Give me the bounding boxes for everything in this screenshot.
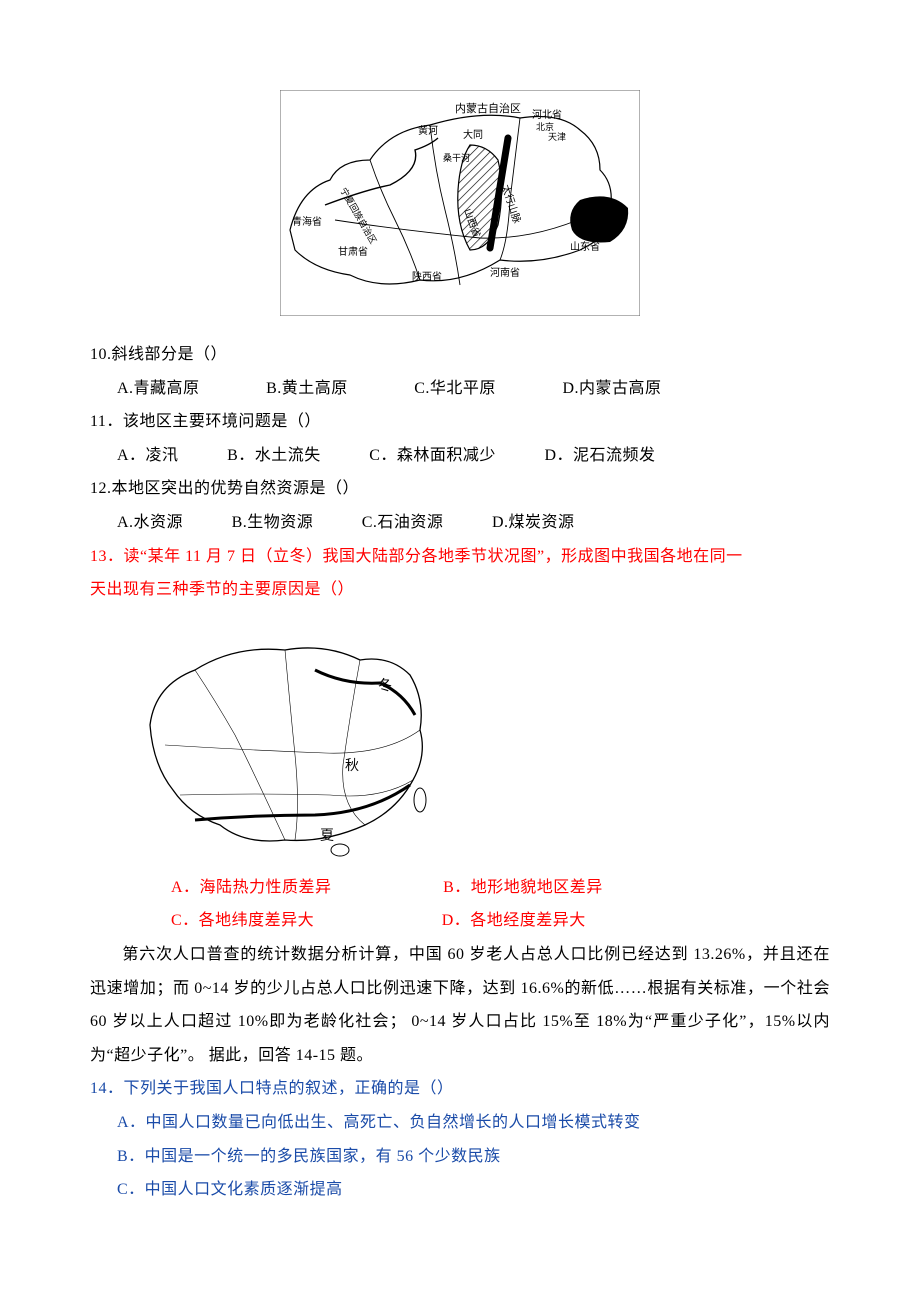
- q11-opt-d: D．泥石流频发: [544, 439, 655, 473]
- q13-stem-line2: 天出现有三种季节的主要原因是（）: [90, 573, 830, 607]
- map1-label-shaanxi: 陕西省: [412, 270, 442, 283]
- map2-label-winter: 冬: [378, 678, 392, 694]
- map1-label-sangganhe: 桑干河: [443, 152, 470, 163]
- q13-stem-line1: 13．读“某年 11 月 7 日（立冬）我国大陆部分各地季节状况图”，形成图中我…: [90, 540, 830, 574]
- map1-label-hebei: 河北省: [532, 108, 562, 121]
- q12-options: A.水资源 B.生物资源 C.石油资源 D.煤炭资源: [90, 506, 830, 540]
- map-figure-china-seasons: 冬 秋 夏: [125, 615, 830, 863]
- map1-label-shandong: 山东省: [570, 240, 600, 253]
- q13-opt-d: D．各地经度差异大: [415, 904, 586, 938]
- map1-label-gansu: 甘肃省: [338, 245, 368, 258]
- q14-opt-a: A．中国人口数量已向低出生、高死亡、负自然增长的人口增长模式转变: [90, 1106, 830, 1140]
- q12-opt-c: C.石油资源: [362, 506, 444, 540]
- map1-label-inner-mongolia: 内蒙古自治区: [455, 101, 521, 115]
- q12-opt-b: B.生物资源: [232, 506, 314, 540]
- passage-population: 第六次人口普查的统计数据分析计算，中国 60 岁老人占总人口比例已经达到 13.…: [90, 938, 830, 1072]
- q13-options-row2: C．各地纬度差异大 D．各地经度差异大: [90, 904, 830, 938]
- q10-opt-c: C.华北平原: [414, 372, 496, 406]
- map1-label-beijing: 北京: [536, 121, 554, 132]
- map-figure-north-china: 内蒙古自治区 黄河 大同 桑干河 太行山脉 山西省 陕西省 河南省 山东省 天津…: [90, 90, 830, 316]
- q13-options-row1: A．海陆热力性质差异 B．地形地貌地区差异: [90, 871, 830, 905]
- q10-opt-d: D.内蒙古高原: [562, 372, 661, 406]
- map1-label-qinghai: 青海省: [292, 215, 322, 228]
- q11-opt-a: A．凌汛: [117, 439, 179, 473]
- map2-label-autumn: 秋: [345, 758, 359, 774]
- q10-stem: 10.斜线部分是（）: [90, 338, 830, 372]
- q14-stem: 14．下列关于我国人口特点的叙述，正确的是（）: [90, 1072, 830, 1106]
- map1-label-datong: 大同: [463, 128, 483, 141]
- q13-opt-a: A．海陆热力性质差异: [144, 871, 332, 905]
- q12-stem: 12.本地区突出的优势自然资源是（）: [90, 472, 830, 506]
- q13-opt-c: C．各地纬度差异大: [144, 904, 314, 938]
- q11-stem: 11．该地区主要环境问题是（）: [90, 405, 830, 439]
- q13-opt-b: B．地形地貌地区差异: [416, 871, 603, 905]
- q14-opt-b: B．中国是一个统一的多民族国家，有 56 个少数民族: [90, 1140, 830, 1174]
- q10-opt-a: A.青藏高原: [117, 372, 200, 406]
- map2-label-summer: 夏: [320, 828, 334, 844]
- map1-label-tianjin: 天津: [548, 132, 566, 142]
- q12-opt-a: A.水资源: [117, 506, 183, 540]
- map1-label-yellow-river: 黄河: [418, 124, 438, 137]
- q11-opt-c: C．森林面积减少: [369, 439, 496, 473]
- q14-opt-c: C．中国人口文化素质逐渐提高: [90, 1173, 830, 1207]
- q12-opt-d: D.煤炭资源: [492, 506, 575, 540]
- q10-opt-b: B.黄土高原: [266, 372, 348, 406]
- q11-options: A．凌汛 B．水土流失 C．森林面积减少 D．泥石流频发: [90, 439, 830, 473]
- q11-opt-b: B．水土流失: [227, 439, 321, 473]
- q10-options: A.青藏高原 B.黄土高原 C.华北平原 D.内蒙古高原: [90, 372, 830, 406]
- passage-text: 第六次人口普查的统计数据分析计算，中国 60 岁老人占总人口比例已经达到 13.…: [90, 946, 830, 1064]
- map1-label-henan: 河南省: [490, 266, 520, 279]
